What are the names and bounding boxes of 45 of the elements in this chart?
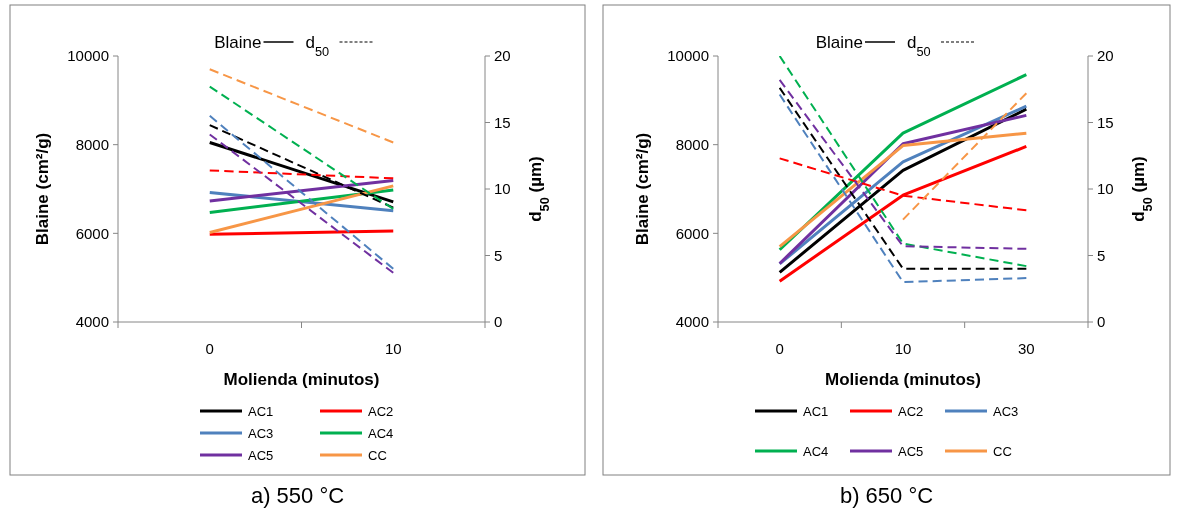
y2-tick-label: 15 <box>494 113 511 131</box>
legend-label: AC2 <box>898 403 924 419</box>
legend-label: AC1 <box>803 403 829 419</box>
y2-tick-label: 15 <box>1097 113 1114 131</box>
legend-label: CC <box>368 447 387 463</box>
y2-tick-label: 5 <box>494 246 503 264</box>
x-tick-label: 30 <box>1017 340 1035 357</box>
y-axis-title: Blaine (cm²/g) <box>33 132 52 246</box>
legend-label: AC5 <box>898 443 924 459</box>
text: b) 650 °C <box>839 483 934 508</box>
y2-tick-label: 20 <box>494 47 511 65</box>
y2-tick-label: 10 <box>494 180 511 198</box>
y-tick-label: 6000 <box>675 224 709 242</box>
legend-label: AC4 <box>368 425 394 441</box>
y-tick-label: 4000 <box>675 313 709 331</box>
x-tick-label: 10 <box>384 340 402 357</box>
y-tick-label: 6000 <box>75 224 109 242</box>
legend-label: AC5 <box>248 447 274 463</box>
y2-tick-label: 10 <box>1097 180 1114 198</box>
legend-label: AC3 <box>248 425 274 441</box>
y2-tick-label: 0 <box>1097 313 1106 331</box>
y-tick-label: 10000 <box>67 47 109 65</box>
legend-label: AC4 <box>803 443 829 459</box>
y-tick-label: 4000 <box>75 313 109 331</box>
legend-label: AC2 <box>368 403 394 419</box>
legend-label: AC1 <box>248 403 274 419</box>
y-tick-label: 8000 <box>675 135 709 153</box>
legend-label: AC3 <box>993 403 1019 419</box>
y2-tick-label: 5 <box>1097 246 1106 264</box>
text: a) 550 °C <box>250 483 345 508</box>
legend-label: CC <box>993 443 1012 459</box>
annotation: d$_{50}$ <box>305 33 330 59</box>
y-tick-label: 10000 <box>667 47 709 65</box>
text: Blaine <box>815 33 863 52</box>
x-tick-label: 0 <box>205 340 214 357</box>
x-axis-title: Molienda (minutos) <box>223 370 380 389</box>
x-axis-title: Molienda (minutos) <box>825 370 981 389</box>
text: Blaine <box>214 33 262 52</box>
x-tick-label: 10 <box>894 340 912 357</box>
y-tick-label: 8000 <box>75 135 109 153</box>
x-tick-label: 0 <box>775 340 784 357</box>
y2-tick-label: 0 <box>494 313 503 331</box>
annotation: d$_{50}$ <box>907 33 931 59</box>
y2-tick-label: 20 <box>1097 47 1114 65</box>
y-axis-title: Blaine (cm²/g) <box>633 132 652 246</box>
